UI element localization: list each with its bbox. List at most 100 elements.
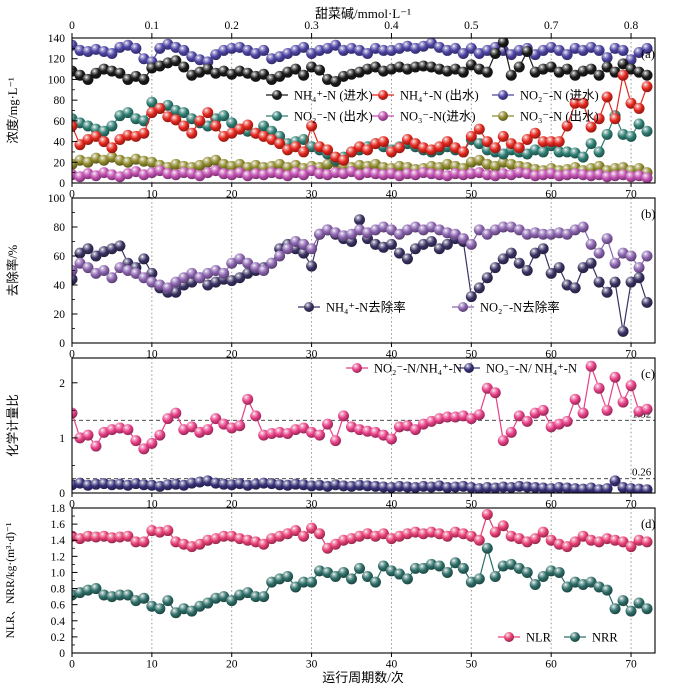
point-no3_nh4_ratio [401,481,413,493]
point-nlr [130,536,142,548]
point-nh4_out [154,102,166,114]
legend-item-no2_out: NO₂⁻-N (出水) [266,110,373,124]
point-nh4_removal [553,262,565,274]
point-no3_nh4_ratio [377,481,389,493]
point-nh4_out [433,141,445,153]
point-no2_nh4_ratio [154,429,166,441]
point-no2_nh4_ratio [138,443,150,455]
point-nlr [218,530,230,542]
point-nh4_out [346,146,358,158]
legend-marker-no2_out [272,111,282,121]
point-nrr [369,576,381,588]
point-no2_out [561,146,573,158]
point-no3_in [569,168,581,180]
point-no3_nh4_ratio [521,481,533,493]
point-no3_in [218,168,230,180]
point-nlr [106,532,118,544]
point-nh4_removal [489,262,501,274]
point-nh4_out [122,129,134,141]
point-nh4_out [202,107,214,119]
point-no2_in [330,39,342,51]
point-no3_nh4_ratio [218,478,230,490]
point-nh4_out [561,120,573,132]
bottom-axis-title: 运行周期数/次 [322,670,404,685]
point-nh4_in [409,61,421,73]
y-tick-label: 0 [59,338,65,350]
point-no2_nh4_ratio [601,404,613,416]
point-nh4_in [497,38,509,48]
point-no3_nh4_ratio [361,480,373,492]
point-nrr [537,570,549,582]
point-no3_nh4_ratio [489,482,501,493]
point-no2_nh4_ratio [593,382,605,394]
point-nrr [473,573,485,585]
point-no2_removal [577,221,589,233]
x-tick-label: 70 [625,499,637,511]
y-tick-label: 0.6 [51,600,66,612]
point-nrr [258,591,270,603]
series-no2_nh4_ratio [72,360,653,455]
point-nh4_in [178,61,190,73]
point-no2_out [122,107,134,119]
x-tick-label: 20 [226,659,238,671]
point-no2_removal [497,221,509,233]
x-tick-label: 30 [306,349,318,361]
point-no2_nh4_ratio [617,396,629,408]
point-no2_removal [457,233,469,245]
y-tick-label: 100 [48,193,66,205]
point-no2_nh4_ratio [330,435,342,447]
point-nh4_out [138,127,150,139]
point-nrr [433,560,445,572]
point-no3_in [497,168,509,180]
x-tick-label: 20 [226,349,238,361]
point-nlr [377,528,389,540]
point-nrr [393,568,405,580]
point-no2_nh4_ratio [122,424,134,436]
point-nh4_out [170,114,182,126]
legend-item-nh4_removal: NH₄⁺-N去除率 [298,300,406,315]
point-no2_removal [625,250,637,262]
point-nh4_in [505,69,517,81]
legend-marker-no2_removal [458,302,468,312]
legend-label: NO₃⁻-N (出水) [520,110,599,124]
legend-item-no2_removal: NO₂⁻-N去除率 [452,300,560,315]
point-no2_in [106,48,118,60]
point-no3_in [513,167,525,179]
point-nrr [338,566,350,578]
point-no3_nh4_ratio [106,479,118,491]
point-no2_in [457,48,469,60]
point-no2_removal [609,257,621,269]
point-nh4_out [186,127,198,139]
point-no2_removal [585,238,597,250]
point-no2_out [625,130,637,142]
point-no3_nh4_ratio [90,478,102,490]
point-nh4_in [601,61,613,73]
legend-label: NLR [526,631,552,645]
point-nh4_out [577,97,589,109]
y-tick-label: 20 [54,157,66,169]
point-nh4_out [298,146,310,158]
point-nrr [202,597,214,609]
point-no3_nh4_ratio [369,480,381,492]
legend-item-no2_in: NO₂⁻-N (进水) [492,89,599,103]
y-tick-label: 0 [59,488,65,500]
point-no2_nh4_ratio [130,435,142,447]
point-no2_removal [593,247,605,259]
y-tick-label: 1.0 [51,567,66,579]
panel-letter: (c) [641,367,655,381]
point-nh4_removal [481,272,493,284]
point-no3_in [585,170,597,182]
point-nrr [401,573,413,585]
series-nh4_in [72,38,653,87]
point-nh4_removal [385,238,397,250]
point-nh4_out [361,144,373,156]
point-nh4_out [178,120,190,132]
point-no3_out [354,159,366,171]
point-no2_removal [98,265,110,276]
point-no3_in [314,168,326,180]
point-nh4_removal [497,253,509,265]
point-nh4_out [585,121,597,133]
legend-item-nh4_in: NH₄⁺-N (进水) [266,89,373,103]
point-no3_in [641,172,653,183]
